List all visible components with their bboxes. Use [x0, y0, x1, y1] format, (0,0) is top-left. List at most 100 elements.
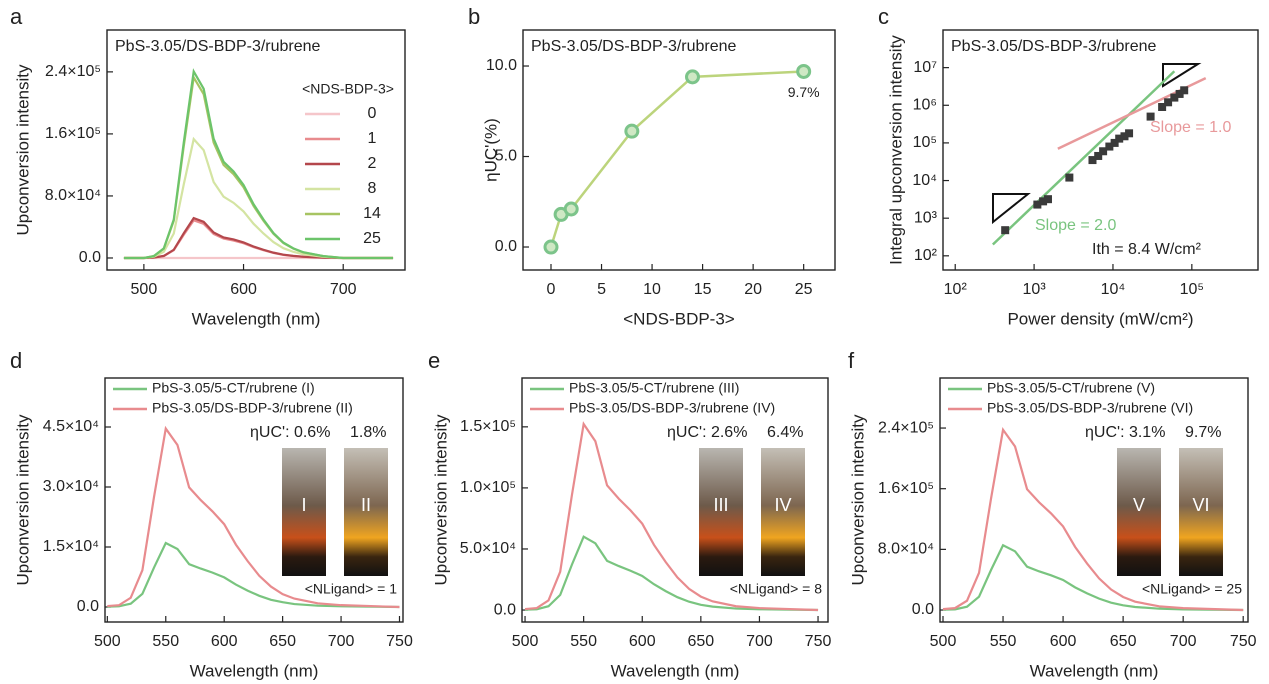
plot-frame — [939, 377, 1249, 623]
y-tick-label: 0.0 — [912, 601, 934, 618]
x-tick-label: 700 — [746, 633, 773, 650]
x-tick-label: 700 — [328, 633, 355, 650]
plot-frame — [106, 29, 406, 271]
y-tick-label: 10.0 — [486, 57, 517, 74]
y-tick-label: 5.0×10⁴ — [460, 540, 516, 557]
spectrum-line — [942, 543, 1244, 612]
annotation: <NLigand> = 1 — [305, 581, 397, 597]
x-tick-label: 750 — [386, 633, 413, 650]
y-axis-label: ηUC'(%) — [481, 118, 500, 182]
legend-label: 1 — [368, 130, 377, 147]
legend-label: 8 — [368, 180, 377, 197]
slope-triangle — [992, 193, 1031, 225]
data-marker — [543, 239, 559, 255]
data-point — [1180, 86, 1189, 95]
y-tick-label: 4.5×10⁴ — [43, 418, 99, 435]
vial-photo — [282, 448, 326, 576]
x-tick-label: 500 — [131, 281, 158, 298]
legend-label: 2 — [368, 155, 377, 172]
annotation: <NLigand> = 25 — [1142, 581, 1242, 597]
data-marker — [684, 69, 700, 85]
data-marker — [796, 63, 812, 79]
spectrum-line — [942, 427, 1244, 612]
y-tick-label: 1.6×10⁵ — [45, 125, 101, 142]
data-point — [1175, 89, 1184, 98]
annotation: ηUC': 2.6% — [667, 424, 747, 441]
x-tick-label: 500 — [930, 633, 957, 650]
x-axis-label: Wavelength (nm) — [611, 661, 740, 680]
vial-photo — [761, 448, 805, 576]
data-point — [1125, 129, 1134, 138]
panel-letter: e — [428, 348, 440, 373]
x-tick-label: 650 — [687, 633, 714, 650]
x-tick-label: 750 — [1230, 633, 1257, 650]
y-axis-label: Upconversion intensity — [431, 414, 450, 586]
annotation: Ith = 8.4 W/cm² — [1092, 241, 1202, 258]
y-tick-label: 0.0 — [495, 238, 517, 255]
x-axis-label: Wavelength (nm) — [192, 309, 321, 328]
plot-frame — [522, 29, 836, 271]
y-axis-label: Upconversion intensity — [848, 414, 867, 586]
legend-label: 14 — [363, 205, 381, 222]
value-label: 9.7% — [788, 84, 820, 100]
data-point — [1043, 195, 1052, 204]
x-axis-label: Wavelength (nm) — [1030, 661, 1159, 680]
y-tick-label: 10⁴ — [912, 172, 937, 189]
data-point — [1164, 98, 1173, 107]
spectrum-line — [525, 535, 819, 612]
panel-letter: c — [878, 4, 889, 29]
data-point — [1170, 93, 1179, 102]
x-tick-label: 600 — [629, 633, 656, 650]
x-tick-label: 10 — [643, 281, 661, 298]
data-point — [1146, 112, 1155, 121]
y-tick-label: 0.0 — [494, 601, 516, 618]
y-tick-label: 10⁷ — [913, 59, 937, 76]
vial-label: VI — [1192, 495, 1209, 515]
data-point — [1033, 200, 1042, 209]
vial-label: III — [713, 495, 728, 515]
x-tick-label: 10⁴ — [1101, 281, 1126, 298]
legend-title: <NDS-BDP-3> — [302, 81, 394, 97]
legend-label: PbS-3.05/5-CT/rubrene (I) — [152, 380, 315, 396]
x-tick-label: 700 — [1170, 633, 1197, 650]
panel-letter: a — [10, 4, 23, 29]
vial-photo — [699, 448, 743, 576]
vial-label: I — [301, 495, 306, 515]
data-point — [1094, 151, 1103, 160]
data-point — [1001, 226, 1010, 235]
y-tick-label: 1.5×10⁴ — [43, 538, 99, 555]
y-tick-label: 10⁵ — [913, 134, 937, 151]
panel-letter: f — [848, 348, 855, 373]
spectrum-line — [123, 216, 394, 260]
x-tick-label: 700 — [330, 281, 357, 298]
spectrum-line — [107, 541, 400, 609]
vial-label: IV — [774, 495, 791, 515]
x-tick-label: 550 — [152, 633, 179, 650]
x-tick-label: 500 — [94, 633, 121, 650]
y-tick-label: 1.5×10⁵ — [460, 418, 516, 435]
legend-label: PbS-3.05/DS-BDP-3/rubrene (IV) — [569, 400, 775, 416]
y-tick-label: 0.0 — [79, 249, 101, 266]
x-tick-label: 0 — [547, 281, 556, 298]
data-point — [1158, 102, 1167, 111]
x-tick-label: 10³ — [1023, 281, 1047, 298]
chart-title: PbS-3.05/DS-BDP-3/rubrene — [115, 38, 321, 55]
chart-title: PbS-3.05/DS-BDP-3/rubrene — [531, 38, 737, 55]
y-tick-label: 5.0 — [495, 148, 517, 165]
x-tick-label: 20 — [744, 281, 762, 298]
data-point — [1088, 156, 1097, 165]
panel-letter: b — [468, 4, 480, 29]
spectrum-line — [107, 425, 400, 609]
x-tick-label: 650 — [269, 633, 296, 650]
x-tick-label: 15 — [694, 281, 712, 298]
plot-frame — [104, 377, 404, 623]
x-tick-label: 600 — [1050, 633, 1077, 650]
annotation: 6.4% — [767, 424, 803, 441]
y-tick-label: 10⁶ — [913, 96, 937, 113]
y-tick-label: 8.0×10⁴ — [878, 541, 934, 558]
plot-frame — [942, 29, 1259, 271]
y-tick-label: 10² — [914, 247, 938, 264]
